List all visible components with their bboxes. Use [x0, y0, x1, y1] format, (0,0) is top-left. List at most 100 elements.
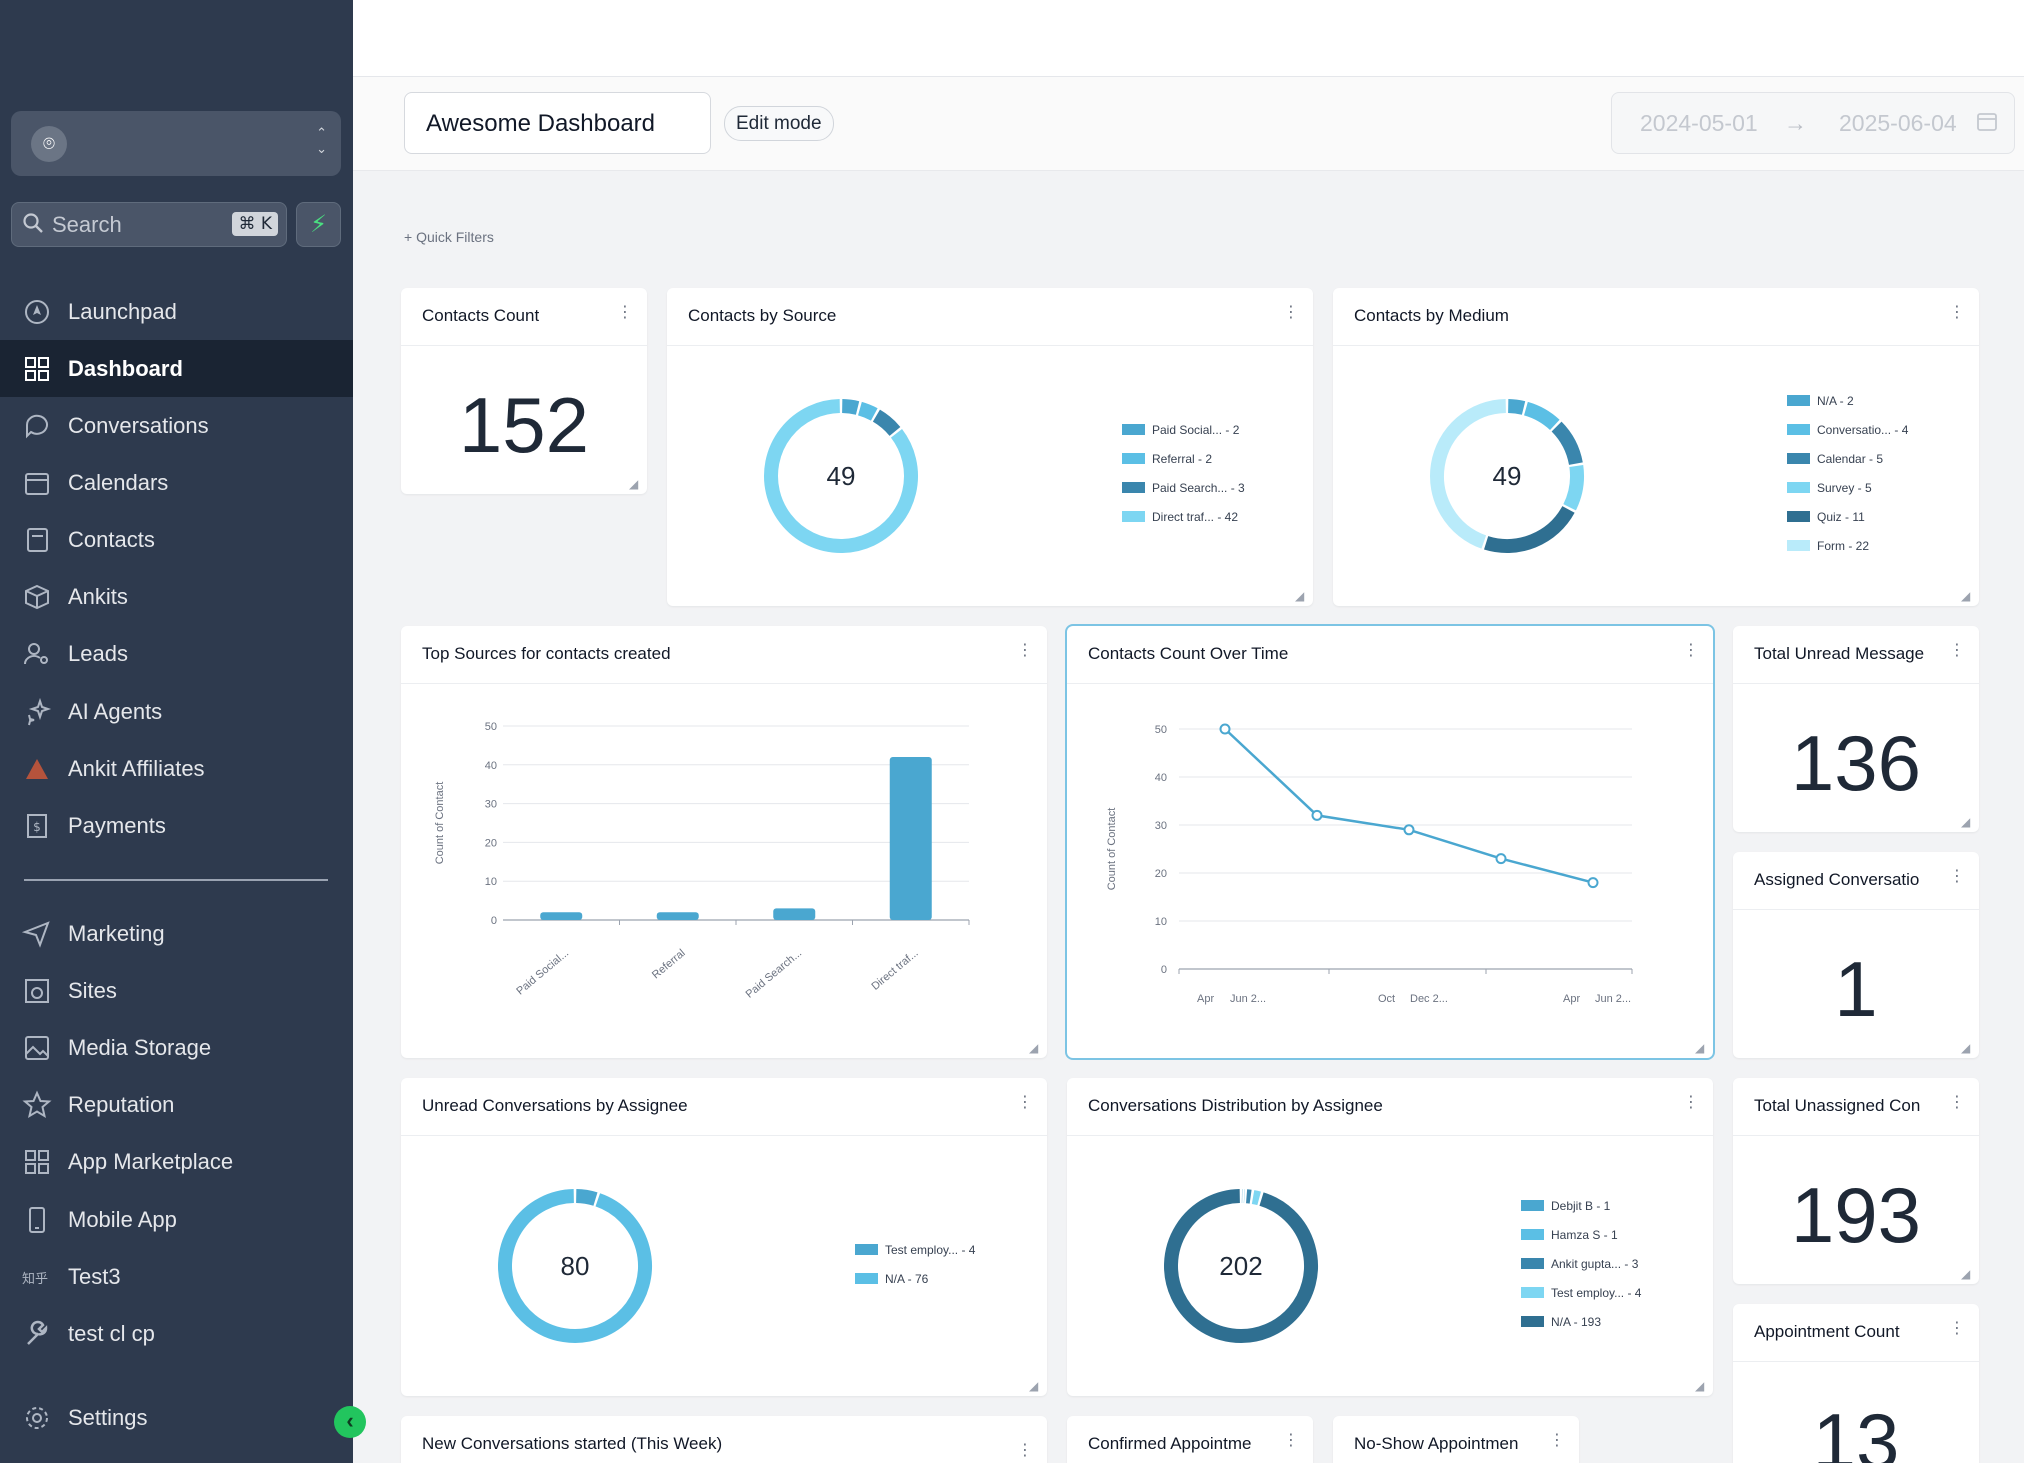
bar[interactable]: [656, 912, 699, 920]
date-range-picker[interactable]: 2024-05-01 → 2025-06-04: [1611, 92, 2015, 154]
legend-label[interactable]: Test employ... - 4: [885, 1243, 976, 1257]
sidebar-item-leads[interactable]: Leads: [0, 625, 353, 682]
y-tick-label: 50: [485, 721, 497, 733]
legend-label[interactable]: Hamza S - 1: [1551, 1228, 1618, 1242]
x-tick-label: Jun 2...: [1230, 993, 1266, 1005]
donut-slice[interactable]: [1430, 399, 1507, 549]
sidebar-item-test-cl-cp[interactable]: test cl cp: [0, 1305, 353, 1362]
donut-slice[interactable]: [498, 1189, 652, 1343]
legend-label[interactable]: Calendar - 5: [1817, 452, 1883, 466]
kebab-menu-icon[interactable]: ⋮: [1949, 1320, 1965, 1337]
donut-slice[interactable]: [575, 1189, 598, 1206]
donut-slice[interactable]: [1164, 1189, 1318, 1343]
sidebar-item-marketing[interactable]: Marketing: [0, 905, 353, 962]
donut-slice[interactable]: [841, 399, 860, 415]
resize-handle-icon[interactable]: ◢: [1695, 1379, 1705, 1393]
kebab-menu-icon[interactable]: ⋮: [1283, 1432, 1299, 1449]
location-avatar-icon: ⌾: [31, 126, 67, 162]
data-point[interactable]: [1495, 853, 1507, 865]
kebab-menu-icon[interactable]: ⋮: [617, 304, 633, 321]
quick-action-button[interactable]: ⚡: [296, 202, 341, 247]
sidebar-item-mobile-app[interactable]: Mobile App: [0, 1191, 353, 1248]
kebab-menu-icon[interactable]: ⋮: [1949, 868, 1965, 885]
quick-filters-button[interactable]: + Quick Filters: [404, 229, 494, 245]
resize-handle-icon[interactable]: ◢: [1961, 815, 1971, 829]
kebab-menu-icon[interactable]: ⋮: [1683, 1094, 1699, 1111]
resize-handle-icon[interactable]: ◢: [1961, 589, 1971, 603]
kebab-menu-icon[interactable]: ⋮: [1949, 1094, 1965, 1111]
sidebar-item-label: Sites: [68, 978, 117, 1003]
sidebar-item-payments[interactable]: $ Payments: [0, 797, 353, 854]
sidebar-item-app-marketplace[interactable]: App Marketplace: [0, 1133, 353, 1190]
kebab-menu-icon[interactable]: ⋮: [1283, 304, 1299, 321]
sidebar-item-settings[interactable]: Settings: [0, 1389, 353, 1446]
legend-label[interactable]: N/A - 76: [885, 1272, 929, 1286]
resize-handle-icon[interactable]: ◢: [629, 477, 639, 491]
legend-label[interactable]: Quiz - 11: [1817, 510, 1865, 524]
data-point[interactable]: [1403, 824, 1415, 836]
donut-slice[interactable]: [872, 409, 901, 437]
kebab-menu-icon[interactable]: ⋮: [1017, 1094, 1033, 1111]
resize-handle-icon[interactable]: ◢: [1029, 1041, 1039, 1055]
kebab-menu-icon[interactable]: ⋮: [1017, 1442, 1033, 1459]
card-title: Contacts by Source: [688, 306, 837, 325]
legend-label[interactable]: Direct traf... - 42: [1152, 510, 1238, 524]
donut-slice[interactable]: [1251, 1190, 1261, 1206]
resize-handle-icon[interactable]: ◢: [1029, 1379, 1039, 1393]
donut-slice[interactable]: [1484, 505, 1575, 553]
data-point[interactable]: [1587, 877, 1599, 889]
legend-label[interactable]: N/A - 193: [1551, 1315, 1601, 1329]
resize-handle-icon[interactable]: ◢: [1961, 1267, 1971, 1281]
donut-slice[interactable]: [1551, 421, 1583, 466]
bar[interactable]: [889, 757, 932, 920]
collapse-sidebar-button[interactable]: ‹: [334, 1406, 366, 1438]
resize-handle-icon[interactable]: ◢: [1695, 1041, 1705, 1055]
data-point[interactable]: [1219, 723, 1231, 735]
legend-label[interactable]: Paid Search... - 3: [1152, 481, 1245, 495]
legend-label[interactable]: N/A - 2: [1817, 394, 1854, 408]
legend-label[interactable]: Paid Social... - 2: [1152, 423, 1240, 437]
sidebar-item-contacts[interactable]: Contacts: [0, 511, 353, 568]
x-tick-label: Paid Social...: [514, 947, 571, 997]
search-icon: [23, 213, 43, 233]
sidebar-item-reputation[interactable]: Reputation: [0, 1076, 353, 1133]
svg-text:$: $: [33, 820, 41, 834]
legend-label[interactable]: Debjit B - 1: [1551, 1199, 1611, 1213]
sidebar-item-sites[interactable]: Sites: [0, 962, 353, 1019]
kebab-menu-icon[interactable]: ⋮: [1949, 642, 1965, 659]
legend-label[interactable]: Conversatio... - 4: [1817, 423, 1909, 437]
sidebar-item-media-storage[interactable]: Media Storage: [0, 1019, 353, 1076]
sidebar-item-calendars[interactable]: Calendars: [0, 454, 353, 511]
kebab-menu-icon[interactable]: ⋮: [1683, 642, 1699, 659]
bar[interactable]: [773, 908, 816, 920]
search-input[interactable]: Search ⌘ K: [11, 202, 287, 247]
legend-label[interactable]: Form - 22: [1817, 539, 1869, 553]
sidebar-item-ai-agents[interactable]: AI Agents: [0, 683, 353, 740]
bar[interactable]: [540, 912, 583, 920]
donut-slice[interactable]: [764, 399, 918, 553]
sidebar-item-dashboard[interactable]: Dashboard: [0, 340, 353, 397]
sidebar-item-ankits[interactable]: Ankits: [0, 568, 353, 625]
sidebar: ⌾ ⌃ ⌄ Search ⌘ K ⚡ Launchpad Dashboard Conv…: [0, 0, 366, 1463]
sidebar-item-ankit-affiliates[interactable]: Ankit Affiliates: [0, 740, 353, 797]
donut-slice[interactable]: [1507, 399, 1526, 415]
sidebar-item-conversations[interactable]: Conversations: [0, 397, 353, 454]
sidebar-item-test3[interactable]: 知乎 Test3: [0, 1248, 353, 1305]
donut-slice[interactable]: [1563, 465, 1584, 511]
legend-label[interactable]: Ankit gupta... - 3: [1551, 1257, 1639, 1271]
resize-handle-icon[interactable]: ◢: [1961, 1041, 1971, 1055]
data-point[interactable]: [1311, 809, 1323, 821]
legend-label[interactable]: Test employ... - 4: [1551, 1286, 1642, 1300]
donut-slice[interactable]: [857, 401, 878, 421]
kebab-menu-icon[interactable]: ⋮: [1549, 1432, 1565, 1449]
edit-mode-button[interactable]: Edit mode: [724, 106, 834, 141]
donut-slice[interactable]: [1523, 401, 1560, 431]
dashboard-name-field[interactable]: Awesome Dashboard: [404, 92, 711, 154]
legend-label[interactable]: Referral - 2: [1152, 452, 1212, 466]
resize-handle-icon[interactable]: ◢: [1295, 589, 1305, 603]
kebab-menu-icon[interactable]: ⋮: [1017, 642, 1033, 659]
location-switcher[interactable]: ⌾ ⌃ ⌄: [11, 111, 341, 176]
legend-label[interactable]: Survey - 5: [1817, 481, 1872, 495]
kebab-menu-icon[interactable]: ⋮: [1949, 304, 1965, 321]
sidebar-item-launchpad[interactable]: Launchpad: [0, 283, 353, 340]
